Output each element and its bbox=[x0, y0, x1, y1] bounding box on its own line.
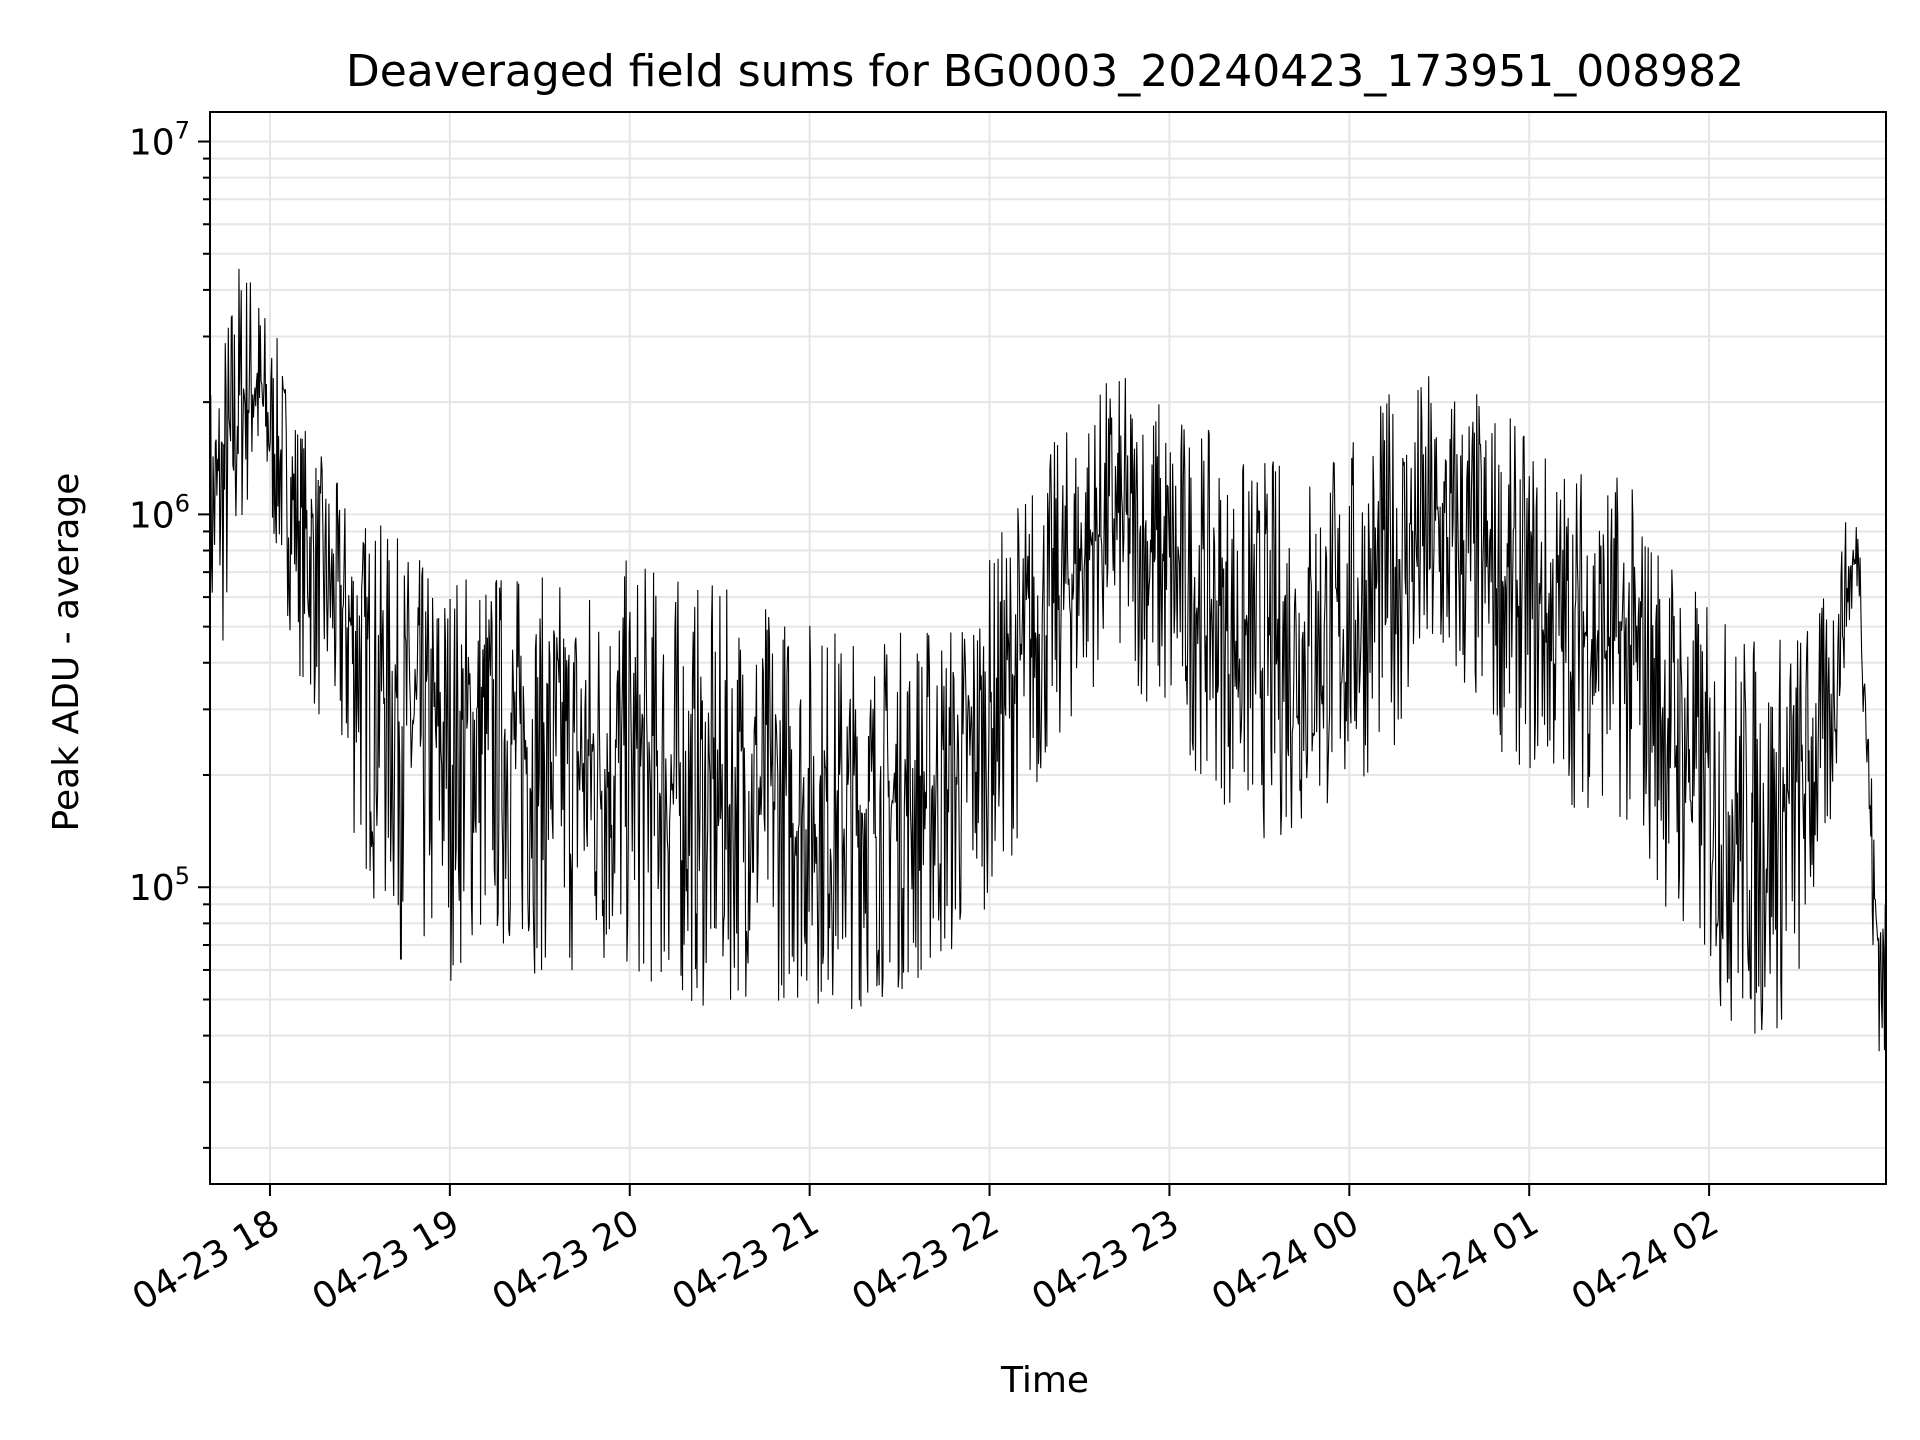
y-axis-label: Peak ADU - average bbox=[46, 473, 87, 832]
x-axis-label: Time bbox=[1000, 1360, 1089, 1401]
y-tick-label: 106 bbox=[129, 489, 190, 536]
chart-title: Deaveraged field sums for BG0003_2024042… bbox=[346, 46, 1744, 97]
y-tick-label: 107 bbox=[129, 117, 190, 164]
series-line bbox=[209, 268, 1887, 1052]
y-tick-label: 105 bbox=[129, 862, 190, 909]
plot-frame bbox=[209, 111, 1887, 1185]
plot-area bbox=[209, 268, 1887, 1052]
